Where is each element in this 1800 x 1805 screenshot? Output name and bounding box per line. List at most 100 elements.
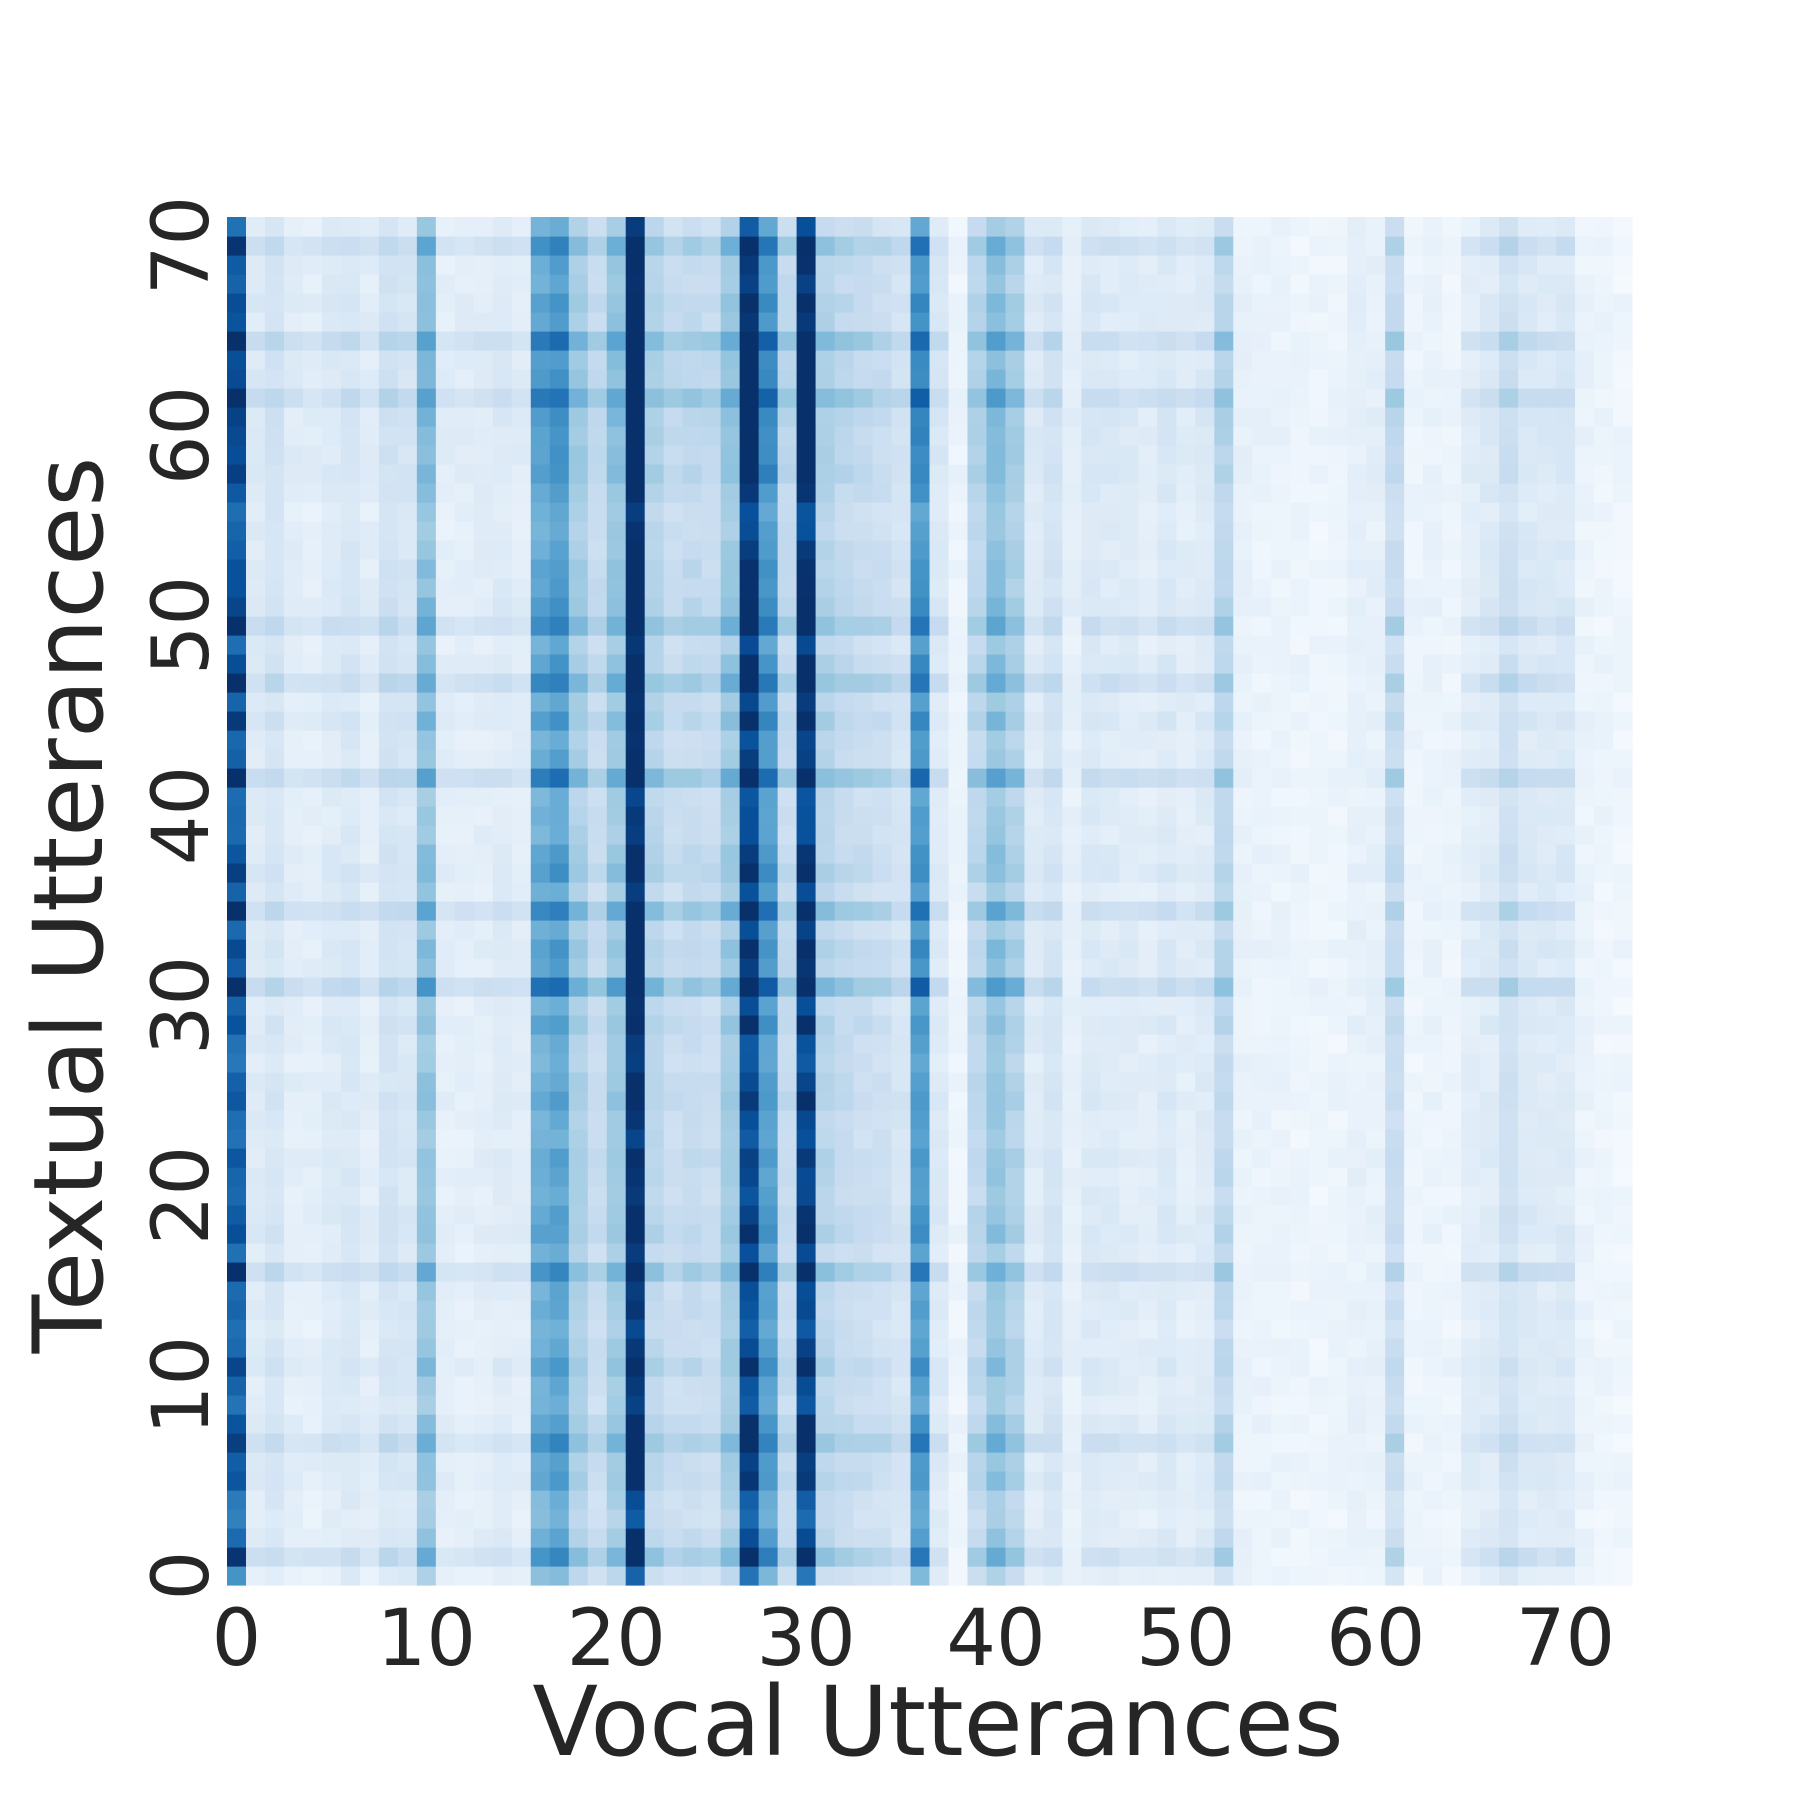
heatmap-cell — [1423, 1053, 1443, 1073]
heatmap-cell — [1385, 977, 1405, 997]
heatmap-cell — [1024, 1015, 1045, 1035]
heatmap-cell — [1081, 768, 1101, 788]
heatmap-cell — [834, 1281, 855, 1301]
heatmap-cell — [435, 1452, 456, 1472]
heatmap-cell — [1556, 1186, 1576, 1206]
heatmap-cell — [1461, 1148, 1481, 1168]
heatmap-cell — [872, 711, 893, 731]
heatmap-cell — [720, 863, 741, 883]
heatmap-cell — [1252, 768, 1272, 788]
heatmap-cell — [853, 1243, 874, 1263]
heatmap-cell — [1518, 635, 1538, 655]
heatmap-cell — [1100, 350, 1120, 370]
heatmap-cell — [1138, 1015, 1158, 1035]
heatmap-cell — [587, 1528, 608, 1548]
heatmap-cell — [758, 654, 779, 674]
heatmap-cell — [758, 1129, 779, 1149]
heatmap-cell — [1480, 1148, 1500, 1168]
heatmap-cell — [587, 350, 608, 370]
heatmap-cell — [910, 1452, 931, 1472]
heatmap-cell — [587, 1091, 608, 1111]
heatmap-cell — [644, 882, 665, 902]
heatmap-cell — [796, 977, 817, 997]
heatmap-cell — [568, 1110, 589, 1130]
heatmap-cell — [1024, 1186, 1045, 1206]
heatmap-cell — [245, 654, 266, 674]
heatmap-cell — [302, 1148, 323, 1168]
heatmap-cell — [587, 882, 608, 902]
heatmap-cell — [264, 597, 285, 617]
heatmap-cell — [1005, 1110, 1026, 1130]
heatmap-cell — [587, 407, 608, 427]
heatmap-cell — [720, 616, 741, 636]
heatmap-cell — [1233, 1186, 1253, 1206]
heatmap-cell — [1442, 1528, 1462, 1548]
heatmap-cell — [1613, 1015, 1633, 1035]
heatmap-cell — [302, 559, 323, 579]
heatmap-cell — [1480, 483, 1500, 503]
heatmap-cell — [1176, 445, 1196, 465]
heatmap-cell — [758, 1433, 779, 1453]
heatmap-cell — [1556, 920, 1576, 940]
heatmap-cell — [1347, 369, 1367, 389]
heatmap-cell — [340, 901, 361, 921]
heatmap-cell — [227, 825, 247, 845]
heatmap-cell — [530, 1034, 551, 1054]
heatmap-cell — [1461, 1566, 1481, 1586]
heatmap-cell — [1271, 882, 1291, 902]
heatmap-cell — [321, 673, 342, 693]
heatmap-cell — [644, 483, 665, 503]
heatmap-cell — [701, 1357, 722, 1377]
heatmap-cell — [1271, 1015, 1291, 1035]
heatmap-cell — [1138, 673, 1158, 693]
heatmap-cell — [1119, 692, 1139, 712]
heatmap-cell — [568, 1490, 589, 1510]
heatmap-cell — [549, 597, 570, 617]
heatmap-cell — [929, 1547, 950, 1567]
heatmap-cell — [1575, 1148, 1595, 1168]
heatmap-cell — [1404, 1205, 1424, 1225]
heatmap-cell — [1347, 1319, 1367, 1339]
heatmap-cell — [872, 464, 893, 484]
heatmap-cell — [834, 939, 855, 959]
heatmap-cell — [1214, 521, 1234, 541]
heatmap-cell — [454, 502, 475, 522]
heatmap-cell — [1366, 806, 1386, 826]
heatmap-cell — [454, 1186, 475, 1206]
heatmap-cell — [1043, 1566, 1064, 1586]
heatmap-cell — [1062, 844, 1082, 864]
heatmap-cell — [739, 559, 760, 579]
heatmap-cell — [1594, 1395, 1614, 1415]
heatmap-cell — [492, 1034, 513, 1054]
heatmap-cell — [682, 597, 703, 617]
heatmap-cell — [815, 540, 836, 560]
heatmap-cell — [720, 1395, 741, 1415]
heatmap-cell — [1005, 388, 1026, 408]
heatmap-cell — [1005, 692, 1026, 712]
heatmap-cell — [815, 521, 836, 541]
heatmap-cell — [1423, 331, 1443, 351]
heatmap-cell — [663, 540, 684, 560]
heatmap-cell — [454, 597, 475, 617]
heatmap-cell — [701, 635, 722, 655]
heatmap-cell — [587, 1205, 608, 1225]
heatmap-cell — [264, 616, 285, 636]
heatmap-cell — [625, 426, 646, 446]
heatmap-cell — [397, 692, 418, 712]
heatmap-cell — [1461, 692, 1481, 712]
heatmap-cell — [853, 730, 874, 750]
heatmap-cell — [1613, 1490, 1633, 1510]
heatmap-cell — [948, 369, 969, 389]
heatmap-cell — [967, 312, 988, 332]
heatmap-cell — [910, 1129, 931, 1149]
heatmap-cell — [853, 711, 874, 731]
heatmap-cell — [264, 939, 285, 959]
heatmap-cell — [1328, 1471, 1348, 1491]
heatmap-cell — [454, 559, 475, 579]
heatmap-cell — [264, 844, 285, 864]
heatmap-cell — [1328, 768, 1348, 788]
heatmap-cell — [1499, 882, 1519, 902]
heatmap-cell — [929, 1015, 950, 1035]
heatmap-cell — [1005, 977, 1026, 997]
heatmap-cell — [1594, 312, 1614, 332]
